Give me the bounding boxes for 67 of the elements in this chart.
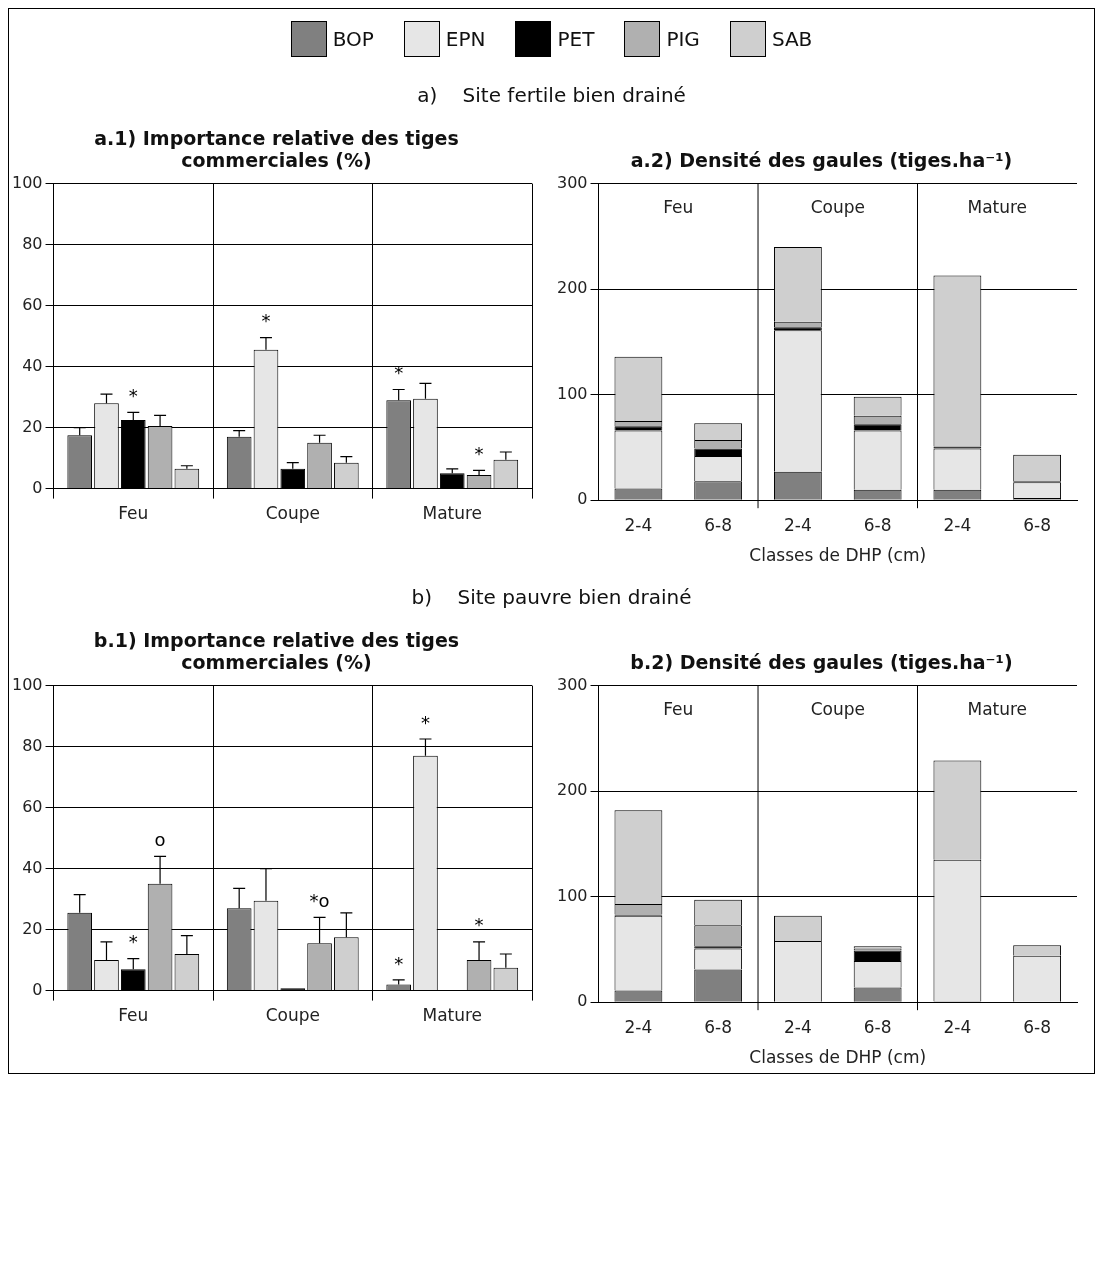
annotation: Coupe (810, 698, 865, 719)
x-axis-title: Classes de DHP (cm) (749, 545, 927, 566)
x-tick-label: 2-4 (784, 1016, 812, 1037)
y-tick-label: 60 (22, 294, 43, 314)
data-label: * (420, 711, 430, 733)
y-tick-label: 0 (577, 991, 588, 1011)
y-tick-label: 100 (11, 172, 43, 192)
legend-label: EPN (445, 27, 486, 51)
x-tick-label: Mature (422, 1005, 483, 1026)
y-tick-label: 80 (22, 233, 43, 253)
legend-label: PIG (666, 27, 700, 51)
legend-label: BOP (332, 27, 374, 51)
data-label: * (261, 310, 271, 332)
x-axis-title: Classes de DHP (cm) (749, 1047, 927, 1068)
data-label: * (394, 952, 404, 974)
y-tick-label: 100 (11, 674, 43, 694)
data-label: * (128, 931, 138, 953)
chart-title: b.2) Densité des gaules (tiges.ha⁻¹) (630, 651, 1013, 673)
x-tick-label: 6-8 (863, 1016, 892, 1037)
x-tick-label: Coupe (265, 1005, 320, 1026)
y-tick-label: 0 (32, 477, 43, 497)
y-tick-label: 200 (556, 780, 588, 800)
x-tick-label: 6-8 (704, 514, 733, 535)
x-tick-label: Coupe (265, 503, 320, 524)
x-tick-label: 6-8 (863, 514, 892, 535)
annotation: Mature (967, 698, 1028, 719)
data-label: * (128, 385, 138, 407)
data-label: o (154, 829, 166, 851)
y-tick-label: 0 (577, 489, 588, 509)
x-tick-label: 2-4 (784, 514, 812, 535)
y-tick-label: 100 (556, 383, 588, 403)
legend-label: SAB (771, 27, 813, 51)
chart-title: a.2) Densité des gaules (tiges.ha⁻¹) (630, 149, 1013, 171)
data-label: *o (309, 890, 330, 912)
chart-subtitle: a) Site fertile bien drainé (416, 82, 687, 109)
y-tick-label: 20 (22, 416, 43, 436)
legend-label: PET (557, 27, 595, 51)
y-tick-label: 300 (556, 674, 588, 694)
x-tick-label: 6-8 (1023, 1016, 1052, 1037)
y-tick-label: 300 (556, 172, 588, 192)
y-tick-label: 0 (32, 979, 43, 999)
data-label: * (474, 442, 484, 464)
x-tick-label: 2-4 (624, 1016, 653, 1037)
y-tick-label: 200 (556, 278, 588, 298)
annotation: Feu (663, 698, 694, 719)
data-label: * (394, 362, 404, 384)
x-tick-label: 2-4 (943, 1016, 972, 1037)
y-tick-label: 40 (22, 355, 43, 375)
x-tick-label: 2-4 (624, 514, 653, 535)
y-tick-label: 40 (22, 857, 43, 877)
chart-title: a.1) Importance relative des tiges commerciales (%) (93, 127, 460, 171)
data-label: * (474, 914, 484, 936)
x-tick-label: Mature (422, 503, 483, 524)
x-tick-label: 6-8 (704, 1016, 733, 1037)
annotation: Feu (663, 196, 694, 217)
annotation: Coupe (810, 196, 865, 217)
y-tick-label: 60 (22, 796, 43, 816)
x-tick-label: 6-8 (1023, 514, 1052, 535)
annotation: Mature (967, 196, 1028, 217)
x-tick-label: Feu (118, 503, 149, 524)
chart-title: b.1) Importance relative des tiges commerciales (%) (92, 629, 461, 673)
y-tick-label: 80 (22, 735, 43, 755)
x-tick-label: 2-4 (943, 514, 972, 535)
x-tick-label: Feu (118, 1005, 149, 1026)
chart-subtitle: b) Site pauvre bien drainé (410, 584, 693, 611)
y-tick-label: 100 (556, 885, 588, 905)
y-tick-label: 20 (22, 918, 43, 938)
